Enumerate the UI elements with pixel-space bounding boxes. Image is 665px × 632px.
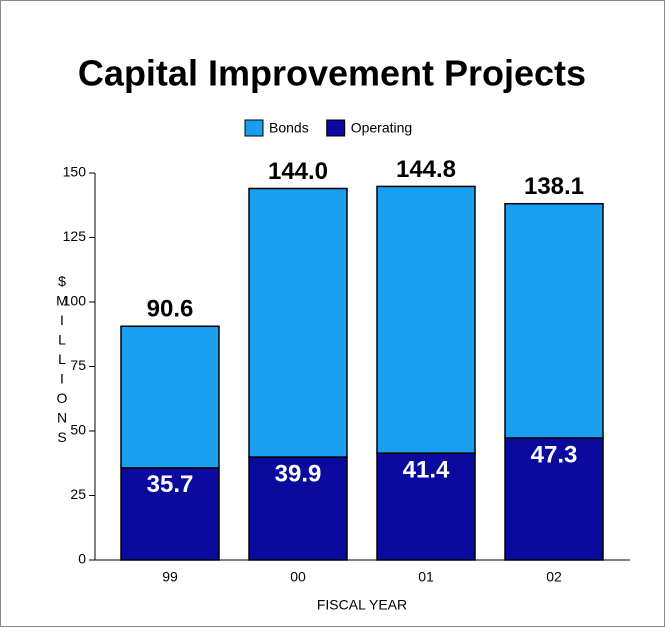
y-tick-label: 125 xyxy=(63,228,87,244)
bar-segment xyxy=(376,185,476,454)
data-label: 39.9 xyxy=(275,460,322,487)
chart-title: Capital Improvement Projects xyxy=(78,53,586,94)
x-tick-label: 01 xyxy=(418,569,434,585)
data-label: 35.7 xyxy=(147,471,194,498)
y-tick-label: 150 xyxy=(63,164,87,180)
y-axis-label: $ M I L L I O N S xyxy=(56,273,68,445)
y-tick-label: 50 xyxy=(70,422,86,438)
total-label: 144.8 xyxy=(396,156,456,183)
x-axis-label: FISCAL YEAR xyxy=(317,597,407,613)
bar-segment xyxy=(248,187,348,458)
x-tick-label: 00 xyxy=(290,569,306,585)
data-label: 41.4 xyxy=(403,457,450,484)
y-tick-label: 100 xyxy=(63,293,87,309)
y-tick-label: 75 xyxy=(70,357,86,373)
x-tick-label: 02 xyxy=(546,569,562,585)
total-label: 138.1 xyxy=(524,173,584,200)
bar-segment xyxy=(504,437,604,561)
bar-segment xyxy=(120,325,220,469)
legend-label: Operating xyxy=(351,120,412,136)
bar-segment xyxy=(504,202,604,439)
total-label: 90.6 xyxy=(147,296,194,323)
legend-label: Bonds xyxy=(269,120,309,136)
legend-swatch xyxy=(244,119,264,137)
y-tick-label: 25 xyxy=(70,486,86,502)
x-tick-label: 99 xyxy=(162,569,178,585)
data-label: 47.3 xyxy=(531,441,578,468)
total-label: 144.0 xyxy=(268,158,328,185)
y-tick-label: 0 xyxy=(78,551,86,567)
legend-swatch xyxy=(326,119,346,137)
